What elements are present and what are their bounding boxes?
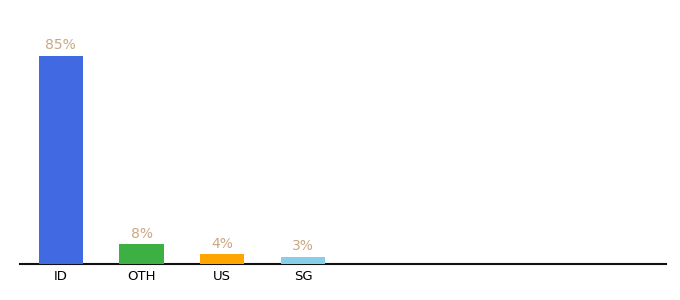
- Bar: [119, 244, 164, 264]
- Bar: [200, 254, 245, 264]
- Bar: [39, 56, 83, 264]
- Text: 8%: 8%: [131, 227, 152, 241]
- Text: 85%: 85%: [46, 38, 76, 52]
- Text: 4%: 4%: [211, 236, 233, 250]
- Bar: [281, 257, 325, 264]
- Text: 3%: 3%: [292, 239, 314, 253]
